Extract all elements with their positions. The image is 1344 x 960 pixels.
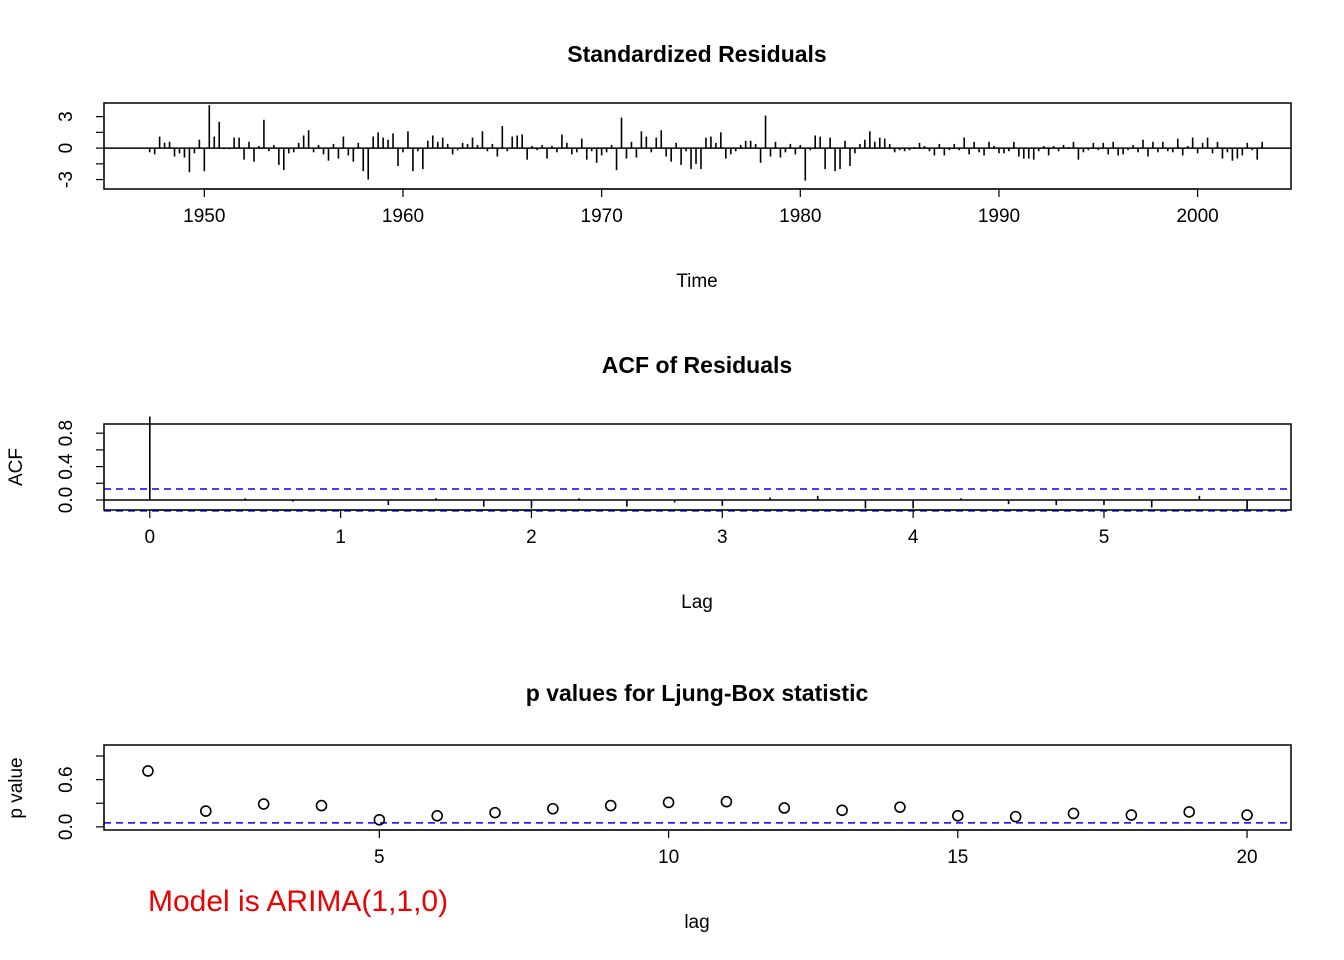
acf-title: ACF of Residuals [602,352,792,378]
p-value-x-tick-label: 15 [947,847,968,868]
acf-marks [104,416,1291,512]
p-value-x-tick-label: 10 [658,847,679,868]
acf-y-tick-label: 0.0 [56,487,77,513]
ljung-box-x-label: lag [684,912,709,933]
p-value-point [604,799,617,812]
ljung-box-x-axis: 5 10 15 20 [374,829,1258,868]
residual-y-tick-label: -3 [56,171,77,188]
p-value-point [1067,807,1080,820]
p-value-point [662,796,675,809]
ljung-box-title: p values for Ljung-Box statistic [526,680,869,706]
p-value-x-tick-label: 5 [374,847,385,868]
p-value-point [720,795,733,808]
acf-x-tick-label: 2 [526,527,537,548]
p-value-point [547,802,559,815]
p-value-point [142,765,154,777]
acf-x-tick-label: 1 [335,527,346,548]
p-value-point [1241,809,1253,821]
residuals-title: Standardized Residuals [567,41,826,67]
residuals-x-label: Time [676,271,718,292]
residuals-x-axis: 1950 1960 1970 1980 1990 2000 [183,188,1219,227]
residuals-panel: Standardized Residuals 1950 1960 1970 1980 1… [56,41,1292,292]
acf-panel: ACF of Residuals 0 1 2 3 4 5 0.0 0.4 0.8 Lag AC… [6,352,1292,613]
residual-x-tick-label: 1990 [978,206,1020,227]
p-value-x-tick-label: 20 [1236,847,1257,868]
ljung-box-plot-frame [103,744,1292,831]
p-value-point [431,810,443,822]
p-value-point [1125,809,1138,821]
acf-x-tick-label: 3 [717,527,728,548]
acf-plot-frame [103,423,1292,511]
residual-x-tick-label: 1980 [779,206,821,227]
acf-y-label: ACF [6,448,27,486]
acf-y-axis: 0.0 0.4 0.8 [56,420,105,513]
residuals-y-axis: -3 0 3 [56,111,105,188]
residual-x-tick-label: 1960 [382,206,424,227]
ljung-box-y-axis: 0.0 0.6 [56,755,105,840]
acf-y-tick-label: 0.4 [56,453,77,480]
p-value-point [315,799,328,812]
residual-x-tick-label: 1950 [183,206,225,227]
p-value-point [200,805,212,817]
acf-x-tick-label: 0 [145,527,156,548]
p-value-point [489,806,501,819]
p-value-y-tick-label: 0.0 [56,814,77,840]
p-value-y-tick-label: 0.6 [56,766,77,792]
residuals-marks [104,105,1291,181]
residual-x-tick-label: 2000 [1176,206,1218,227]
acf-x-axis: 0 1 2 3 4 5 [145,509,1110,548]
ljung-box-marks [104,765,1291,826]
model-note: Model is ARIMA(1,1,0) [148,885,448,918]
acf-y-tick-label: 0.8 [56,420,77,446]
residual-x-tick-label: 1970 [581,206,623,227]
p-value-point [257,798,270,810]
p-value-point [836,804,848,817]
ljung-box-panel: p values for Ljung-Box statistic 5 10 15 20… [6,680,1292,933]
p-value-point [373,813,386,826]
ljung-box-y-label: p value [6,757,27,818]
acf-x-label: Lag [681,592,713,613]
residual-y-tick-label: 3 [56,111,77,122]
p-value-point [778,802,791,814]
p-value-point [952,810,964,822]
acf-x-tick-label: 5 [1099,527,1110,548]
p-value-point [1183,806,1195,818]
p-value-point [1009,810,1022,823]
p-value-point [894,801,906,813]
acf-x-tick-label: 4 [908,527,919,548]
residuals-plot-frame [103,102,1292,190]
residual-y-tick-label: 0 [56,143,77,154]
